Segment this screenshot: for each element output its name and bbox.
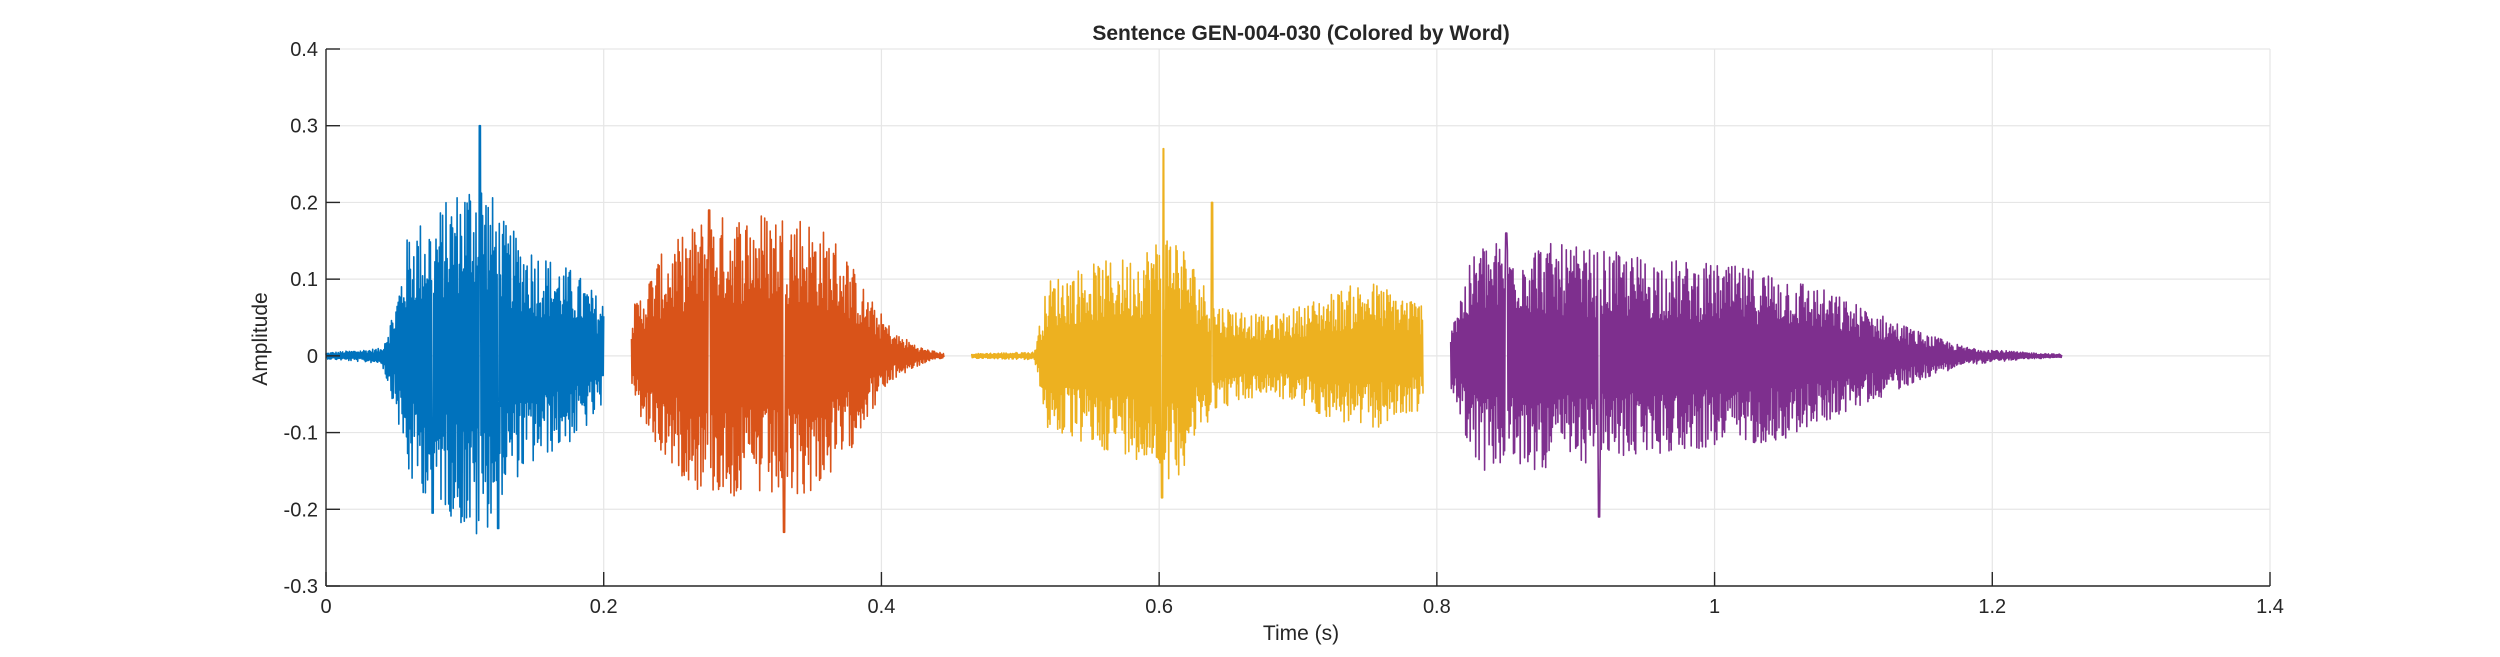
- plot-axes: 0 0.2 0.4 0.6 0.8 1 1.2 1.4 -0.3 -0.2 -0.1 0 0.1 0.2…: [284, 39, 2284, 618]
- y-axis-ticks: -0.3 -0.2 -0.1 0 0.1 0.2 0.3 0.4: [284, 39, 340, 598]
- plot-area: [326, 49, 2270, 586]
- x-axis-label: Time (s): [1263, 622, 1339, 645]
- word-waveform-line: [325, 124, 605, 535]
- y-tick-label: 0.3: [290, 116, 318, 138]
- y-tick-label: -0.2: [284, 499, 318, 521]
- x-tick-label: 1: [1709, 596, 1720, 618]
- y-tick-label: 0.1: [290, 269, 318, 291]
- x-axis-ticks: 0 0.2 0.4 0.6 0.8 1 1.2 1.4: [320, 572, 2284, 618]
- word-waveform-line: [630, 209, 945, 534]
- x-tick-label: 1.2: [1978, 596, 2006, 618]
- y-tick-label: 0: [307, 346, 318, 368]
- x-tick-label: 0.6: [1145, 596, 1173, 618]
- y-tick-label: 0.2: [290, 192, 318, 214]
- x-tick-label: 0.8: [1423, 596, 1451, 618]
- series-layer: [325, 124, 2063, 535]
- chart-title: Sentence GEN-004-030 (Colored by Word): [1092, 22, 1509, 45]
- axis-lines: [325, 49, 2270, 587]
- x-tick-label: 0.2: [590, 596, 618, 618]
- x-tick-label: 1.4: [2256, 596, 2284, 618]
- x-tick-label: 0.4: [868, 596, 896, 618]
- word-waveform-line: [1449, 232, 2063, 518]
- y-tick-label: -0.3: [284, 576, 318, 598]
- x-tick-label: 0: [320, 596, 331, 618]
- word-waveform-line: [970, 147, 1424, 499]
- y-tick-label: 0.4: [290, 39, 318, 61]
- y-tick-label: -0.1: [284, 423, 318, 445]
- y-axis-label: Amplitude: [249, 292, 272, 385]
